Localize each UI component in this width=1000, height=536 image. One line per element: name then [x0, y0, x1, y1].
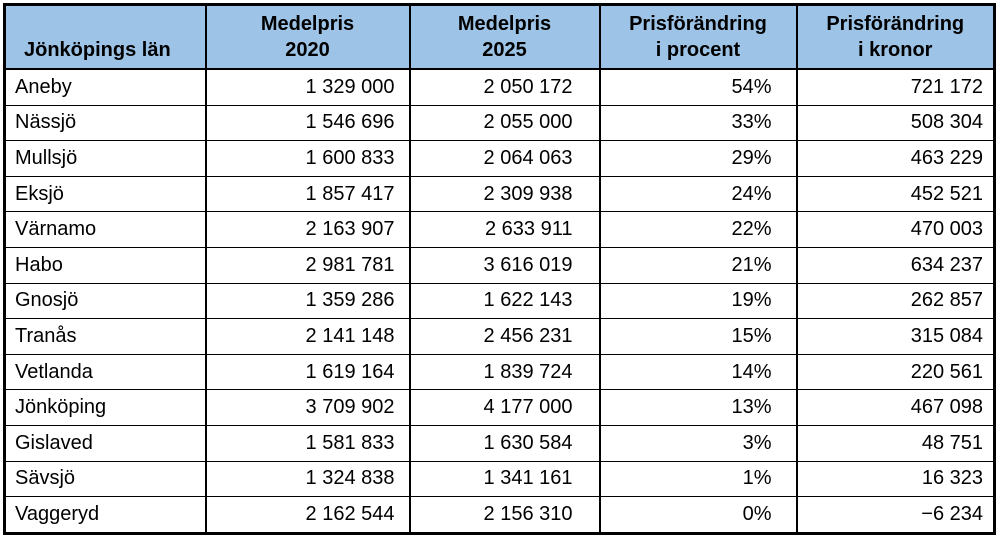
cell-medelpris-2025: 2 456 231 [408, 318, 601, 355]
cell-forandring-procent: 24% [598, 175, 798, 213]
cell-forandring-kronor: 262 857 [795, 282, 996, 320]
table-row: Gnosjö 1 359 286 1 622 143 19% 262 857 [3, 282, 996, 320]
cell-kommun: Tranås [3, 318, 207, 355]
table-row: Nässjö 1 546 696 2 055 000 33% 508 304 [3, 104, 996, 142]
header-line-2: i procent [655, 39, 741, 61]
cell-forandring-kronor: 721 172 [795, 68, 996, 106]
header-prisforandring-kronor: Prisförändring i kronor [795, 4, 996, 70]
cell-kommun: Habo [3, 246, 207, 284]
cell-forandring-procent: 0% [598, 496, 798, 534]
cell-medelpris-2020: 1 324 838 [204, 460, 411, 498]
cell-medelpris-2020: 2 141 148 [204, 318, 411, 355]
cell-medelpris-2020: 1 857 417 [204, 175, 411, 213]
header-region: Jönköpings län [3, 4, 207, 70]
table-row: Mullsjö 1 600 833 2 064 063 29% 463 229 [3, 140, 996, 177]
cell-medelpris-2025: 4 177 000 [408, 389, 601, 426]
header-row: Jönköpings län Medelpris 2020 Medelpris … [3, 4, 996, 70]
cell-forandring-procent: 22% [598, 211, 798, 248]
cell-forandring-procent: 29% [598, 140, 798, 177]
header-line-1: Medelpris [260, 13, 355, 35]
header-line-2: 2025 [482, 39, 527, 61]
cell-forandring-kronor: 48 751 [795, 424, 996, 462]
cell-kommun: Vetlanda [3, 353, 207, 391]
price-table-container: Jönköpings län Medelpris 2020 Medelpris … [3, 3, 996, 535]
price-table: Jönköpings län Medelpris 2020 Medelpris … [3, 3, 996, 535]
cell-forandring-kronor: 463 229 [795, 140, 996, 177]
cell-medelpris-2025: 1 630 584 [408, 424, 601, 462]
cell-forandring-kronor: 16 323 [795, 460, 996, 498]
cell-medelpris-2025: 1 341 161 [408, 460, 601, 498]
cell-forandring-procent: 21% [598, 246, 798, 284]
table-row: Gislaved 1 581 833 1 630 584 3% 48 751 [3, 424, 996, 462]
cell-medelpris-2025: 2 055 000 [408, 104, 601, 142]
cell-kommun: Mullsjö [3, 140, 207, 177]
cell-medelpris-2025: 2 156 310 [408, 496, 601, 534]
table-row: Värnamo 2 163 907 2 633 911 22% 470 003 [3, 211, 996, 248]
cell-medelpris-2020: 2 163 907 [204, 211, 411, 248]
cell-medelpris-2025: 1 839 724 [408, 353, 601, 391]
header-line-2: 2020 [285, 39, 330, 61]
cell-medelpris-2020: 2 162 544 [204, 496, 411, 534]
cell-medelpris-2020: 1 546 696 [204, 104, 411, 142]
cell-forandring-procent: 3% [598, 424, 798, 462]
table-row: Vaggeryd 2 162 544 2 156 310 0% −6 234 [3, 496, 996, 534]
cell-medelpris-2020: 3 709 902 [204, 389, 411, 426]
cell-medelpris-2025: 2 050 172 [408, 68, 601, 106]
cell-forandring-kronor: 508 304 [795, 104, 996, 142]
cell-forandring-procent: 13% [598, 389, 798, 426]
cell-forandring-kronor: −6 234 [795, 496, 996, 534]
cell-medelpris-2020: 1 619 164 [204, 353, 411, 391]
cell-medelpris-2020: 1 329 000 [204, 68, 411, 106]
cell-forandring-kronor: 634 237 [795, 246, 996, 284]
table-row: Tranås 2 141 148 2 456 231 15% 315 084 [3, 318, 996, 355]
cell-forandring-procent: 1% [598, 460, 798, 498]
cell-kommun: Aneby [3, 68, 207, 106]
cell-forandring-procent: 14% [598, 353, 798, 391]
header-line-1: Medelpris [457, 13, 552, 35]
table-row: Aneby 1 329 000 2 050 172 54% 721 172 [3, 68, 996, 106]
header-prisforandring-procent: Prisförändring i procent [598, 4, 798, 70]
cell-medelpris-2020: 1 581 833 [204, 424, 411, 462]
cell-medelpris-2025: 2 633 911 [408, 211, 601, 248]
cell-forandring-kronor: 315 084 [795, 318, 996, 355]
cell-kommun: Nässjö [3, 104, 207, 142]
cell-forandring-kronor: 467 098 [795, 389, 996, 426]
cell-forandring-procent: 15% [598, 318, 798, 355]
cell-forandring-kronor: 452 521 [795, 175, 996, 213]
cell-kommun: Gnosjö [3, 282, 207, 320]
cell-kommun: Värnamo [3, 211, 207, 248]
table-row: Habo 2 981 781 3 616 019 21% 634 237 [3, 246, 996, 284]
cell-medelpris-2025: 2 064 063 [408, 140, 601, 177]
cell-medelpris-2025: 3 616 019 [408, 246, 601, 284]
table-header: Jönköpings län Medelpris 2020 Medelpris … [3, 4, 996, 70]
cell-medelpris-2025: 2 309 938 [408, 175, 601, 213]
cell-kommun: Sävsjö [3, 460, 207, 498]
cell-kommun: Gislaved [3, 424, 207, 462]
cell-medelpris-2020: 1 600 833 [204, 140, 411, 177]
cell-kommun: Eksjö [3, 175, 207, 213]
header-medelpris-2025: Medelpris 2025 [408, 4, 601, 70]
cell-medelpris-2025: 1 622 143 [408, 282, 601, 320]
cell-forandring-procent: 19% [598, 282, 798, 320]
table-row: Sävsjö 1 324 838 1 341 161 1% 16 323 [3, 460, 996, 498]
cell-forandring-kronor: 220 561 [795, 353, 996, 391]
cell-forandring-procent: 33% [598, 104, 798, 142]
table-row: Jönköping 3 709 902 4 177 000 13% 467 09… [3, 389, 996, 426]
cell-kommun: Jönköping [3, 389, 207, 426]
cell-kommun: Vaggeryd [3, 496, 207, 534]
cell-medelpris-2020: 2 981 781 [204, 246, 411, 284]
cell-forandring-procent: 54% [598, 68, 798, 106]
table-body: Aneby 1 329 000 2 050 172 54% 721 172 Nä… [3, 68, 996, 534]
cell-forandring-kronor: 470 003 [795, 211, 996, 248]
header-line-1: Prisförändring [629, 13, 767, 35]
header-line-2: i kronor [858, 39, 933, 61]
header-line-1: Prisförändring [826, 13, 965, 35]
cell-medelpris-2020: 1 359 286 [204, 282, 411, 320]
header-medelpris-2020: Medelpris 2020 [204, 4, 411, 70]
table-row: Vetlanda 1 619 164 1 839 724 14% 220 561 [3, 353, 996, 391]
table-row: Eksjö 1 857 417 2 309 938 24% 452 521 [3, 175, 996, 213]
